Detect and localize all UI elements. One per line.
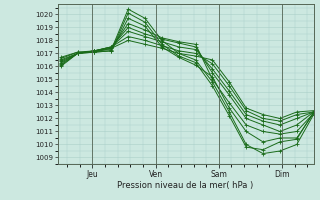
X-axis label: Pression niveau de la mer( hPa ): Pression niveau de la mer( hPa ) [117, 181, 254, 190]
